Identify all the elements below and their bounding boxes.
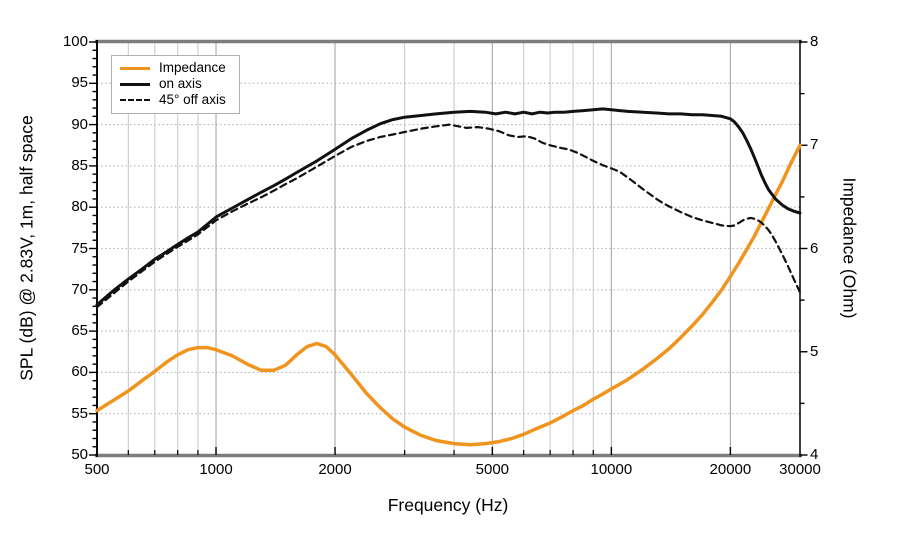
- legend-item-impedance: Impedance: [120, 61, 226, 75]
- curve-on-axis: [95, 107, 802, 307]
- spl-tick-label: 70: [71, 280, 88, 298]
- spl-tick-label: 65: [71, 322, 88, 340]
- freq-tick-label: 30000: [779, 461, 821, 478]
- impedance-tick-label: 5: [810, 342, 819, 360]
- spl-tick-label: 55: [71, 404, 88, 422]
- frequency-axis-title: Frequency (Hz): [387, 495, 509, 515]
- chart-legend: Impedance on axis 45° off axis: [111, 55, 240, 114]
- legend-item-on-axis: on axis: [120, 77, 226, 91]
- impedance-tick-label: 8: [810, 33, 819, 50]
- spl-tick-label: 95: [71, 74, 88, 92]
- freq-tick-label: 1000: [199, 461, 233, 478]
- legend-label: Impedance: [159, 60, 226, 75]
- freq-tick-label: 5000: [475, 461, 510, 478]
- off-axis-line-swatch: [120, 99, 150, 101]
- spl-tick-label: 85: [71, 156, 88, 174]
- impedance-tick-label: 4: [810, 446, 819, 463]
- spl-tick-label: 50: [71, 446, 88, 463]
- spl-tick-label: 60: [71, 363, 88, 381]
- impedance-axis-title: Impedance (Ohm): [839, 177, 860, 319]
- curve-impedance: [95, 143, 802, 447]
- legend-label: on axis: [159, 76, 202, 91]
- spl-tick-label: 80: [71, 198, 88, 216]
- freq-tick-label: 20000: [709, 461, 752, 478]
- impedance-tick-label: 6: [810, 239, 819, 257]
- spl-axis-title: SPL (dB) @ 2.83V, 1m, half space: [16, 115, 37, 381]
- freq-tick-label: 10000: [590, 461, 633, 478]
- legend-label: 45° off axis: [159, 92, 226, 107]
- freq-tick-label: 2000: [318, 461, 352, 478]
- spl-tick-label: 75: [71, 239, 88, 257]
- impedance-line-swatch: [120, 66, 150, 70]
- curve-45-off-axis: [95, 123, 802, 309]
- on-axis-line-swatch: [120, 82, 150, 86]
- spl-tick-label: 100: [62, 33, 88, 50]
- legend-item-45-off-axis: 45° off axis: [120, 93, 226, 107]
- impedance-tick-label: 7: [810, 136, 819, 154]
- spl-tick-label: 90: [71, 115, 88, 133]
- freq-tick-label: 500: [84, 461, 110, 478]
